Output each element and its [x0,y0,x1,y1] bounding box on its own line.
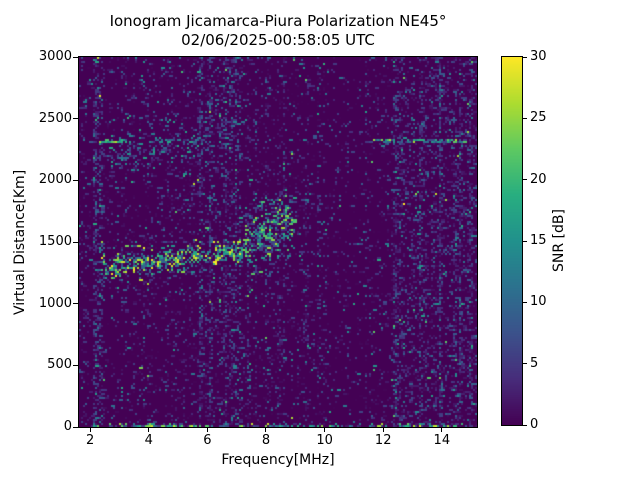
x-tick-mark [148,428,150,432]
colorbar-tick-label: 25 [530,110,547,126]
x-tick-label: 6 [203,433,212,448]
colorbar-tick-mark [523,179,527,181]
y-tick-mark [73,241,78,243]
x-tick-mark [89,428,91,432]
colorbar-tick-label: 0 [530,417,539,432]
ionogram-heatmap-canvas [79,57,477,427]
chart-title: Ionogram Jicamarca-Piura Polarization NE… [109,12,447,30]
colorbar-tick-mark [523,424,527,426]
colorbar-tick-mark [523,301,527,303]
chart-subtitle: 02/06/2025-00:58:05 UTC [181,31,375,49]
colorbar-tick-label: 20 [530,171,547,187]
y-tick-mark [73,364,78,366]
y-tick-mark [73,56,78,58]
x-axis-label: Frequency[MHz] [221,452,335,468]
y-tick-mark [73,426,78,428]
colorbar [501,56,523,426]
x-tick-label: 2 [85,433,95,448]
y-tick-label: 2000 [38,172,72,188]
colorbar-tick-mark [523,117,527,119]
heatmap-plot-area [78,56,478,428]
x-tick-label: 12 [374,433,392,448]
x-tick-mark [265,428,267,432]
x-tick-mark [206,428,208,432]
y-tick-mark [73,179,78,181]
y-tick-mark [73,303,78,305]
y-tick-label: 1000 [38,295,72,311]
y-tick-label: 0 [63,419,72,434]
y-tick-mark [73,118,78,120]
y-tick-label: 1500 [38,234,72,249]
y-tick-label: 2500 [38,110,72,126]
x-tick-mark [382,428,384,432]
colorbar-tick-mark [523,363,527,365]
x-tick-mark [324,428,326,432]
x-tick-label: 4 [144,433,153,448]
colorbar-gradient-canvas [502,57,522,425]
colorbar-tick-label: 30 [530,49,547,64]
colorbar-tick-label: 15 [530,233,547,248]
colorbar-tick-label: 5 [530,355,539,371]
x-tick-label: 10 [316,433,333,448]
y-tick-label: 3000 [38,49,72,64]
x-tick-label: 8 [261,433,271,448]
x-tick-label: 14 [433,433,451,448]
colorbar-tick-mark [523,56,527,58]
x-tick-mark [441,428,443,432]
colorbar-tick-mark [523,240,527,242]
y-tick-label: 500 [47,357,72,373]
colorbar-tick-label: 10 [530,294,547,310]
